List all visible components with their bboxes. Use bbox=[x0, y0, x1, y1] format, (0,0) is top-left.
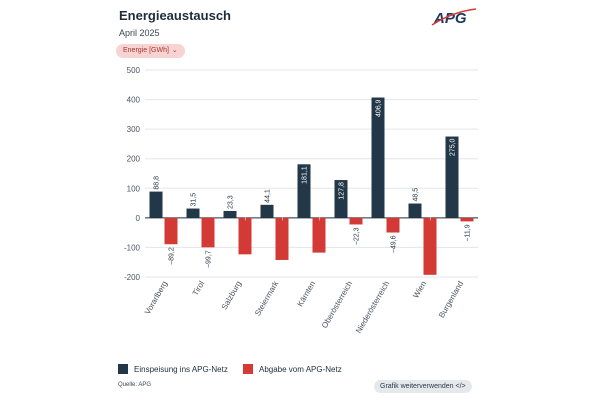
data-label-release: −11,9 bbox=[465, 224, 472, 241]
bar-feed-5 bbox=[334, 180, 348, 218]
data-label-release: −89,2 bbox=[169, 247, 176, 265]
x-tick-label: Vorarlberg bbox=[143, 280, 169, 316]
y-tick-label: 400 bbox=[127, 96, 141, 105]
chart-title: Energieaustausch bbox=[119, 8, 231, 23]
bar-release-1 bbox=[201, 217, 215, 248]
legend-item-release[interactable]: Abgabe vom APG-Netz bbox=[243, 364, 342, 374]
chevron-down-icon: ⌄ bbox=[171, 47, 178, 54]
x-tick-label: Oberösterreich bbox=[320, 280, 354, 330]
data-label-release: −49,6 bbox=[391, 235, 398, 253]
data-label-release: −117,5 bbox=[317, 200, 324, 221]
data-label-release: −99,7 bbox=[206, 250, 213, 268]
bar-release-6 bbox=[386, 217, 400, 233]
bar-feed-2 bbox=[223, 210, 237, 218]
data-label-feed: 127,8 bbox=[339, 182, 346, 200]
y-tick-label: -200 bbox=[124, 273, 141, 282]
bar-feed-6 bbox=[371, 97, 385, 218]
bar-feed-4 bbox=[297, 164, 311, 218]
apg-logo: APG bbox=[431, 8, 477, 27]
data-label-release: −142,4 bbox=[280, 199, 287, 221]
x-tick-label: Niederösterreich bbox=[354, 280, 391, 335]
logo-text: APG bbox=[433, 10, 467, 27]
bar-feed-0 bbox=[149, 191, 163, 218]
x-tick-label: Wien bbox=[411, 280, 428, 300]
data-label-feed: 88,8 bbox=[154, 176, 161, 190]
bar-release-8 bbox=[460, 217, 474, 222]
x-tick-label: Burgenland bbox=[437, 280, 465, 320]
unit-selector-label: Energie [GWh] bbox=[123, 47, 169, 54]
legend-swatch-release bbox=[243, 364, 253, 374]
bar-feed-8 bbox=[445, 136, 459, 218]
bar-feed-7 bbox=[408, 203, 422, 218]
y-tick-label: 0 bbox=[136, 214, 141, 223]
data-label-release: −192,6 bbox=[428, 199, 435, 221]
data-label-feed: 406,9 bbox=[376, 99, 383, 117]
bar-feed-3 bbox=[260, 204, 274, 218]
data-label-feed: 275,0 bbox=[450, 138, 457, 156]
share-graphic-button[interactable]: Grafik weiterverwenden </> bbox=[374, 380, 472, 393]
y-tick-label: 500 bbox=[127, 66, 141, 75]
legend-item-feed[interactable]: Einspeisung ins APG-Netz bbox=[118, 364, 228, 374]
data-label-feed: 48,5 bbox=[413, 188, 420, 202]
bar-feed-1 bbox=[186, 208, 200, 218]
y-tick-label: 100 bbox=[127, 184, 141, 193]
legend-swatch-feed bbox=[118, 364, 128, 374]
y-tick-label: 300 bbox=[127, 125, 141, 134]
x-tick-label: Tirol bbox=[191, 279, 207, 297]
bar-release-7 bbox=[423, 217, 437, 275]
bar-release-3 bbox=[275, 217, 289, 260]
data-label-feed: 44,1 bbox=[265, 189, 272, 203]
data-label-feed: 31,5 bbox=[191, 193, 198, 207]
source-note: Quelle: APG bbox=[118, 382, 152, 388]
data-label-release: −123,4 bbox=[243, 199, 250, 221]
unit-selector[interactable]: Energie [GWh] ⌄ bbox=[116, 44, 185, 58]
y-tick-label: 200 bbox=[127, 155, 141, 164]
x-tick-label: Kärnten bbox=[295, 280, 317, 309]
legend-label-feed: Einspeisung ins APG-Netz bbox=[134, 364, 228, 374]
x-tick-label: Steiermark bbox=[253, 279, 281, 318]
data-label-feed: 181,1 bbox=[302, 166, 309, 184]
x-tick-label: Salzburg bbox=[220, 280, 244, 312]
chart-subtitle: April 2025 bbox=[119, 28, 160, 38]
data-label-feed: 23,3 bbox=[228, 195, 235, 209]
data-label-release: −22,3 bbox=[354, 227, 361, 245]
legend-label-release: Abgabe vom APG-Netz bbox=[259, 364, 342, 374]
bar-release-0 bbox=[164, 217, 178, 245]
bar-release-2 bbox=[238, 217, 252, 255]
bar-release-5 bbox=[349, 217, 363, 225]
y-tick-label: -100 bbox=[124, 243, 141, 252]
bar-release-4 bbox=[312, 217, 326, 253]
